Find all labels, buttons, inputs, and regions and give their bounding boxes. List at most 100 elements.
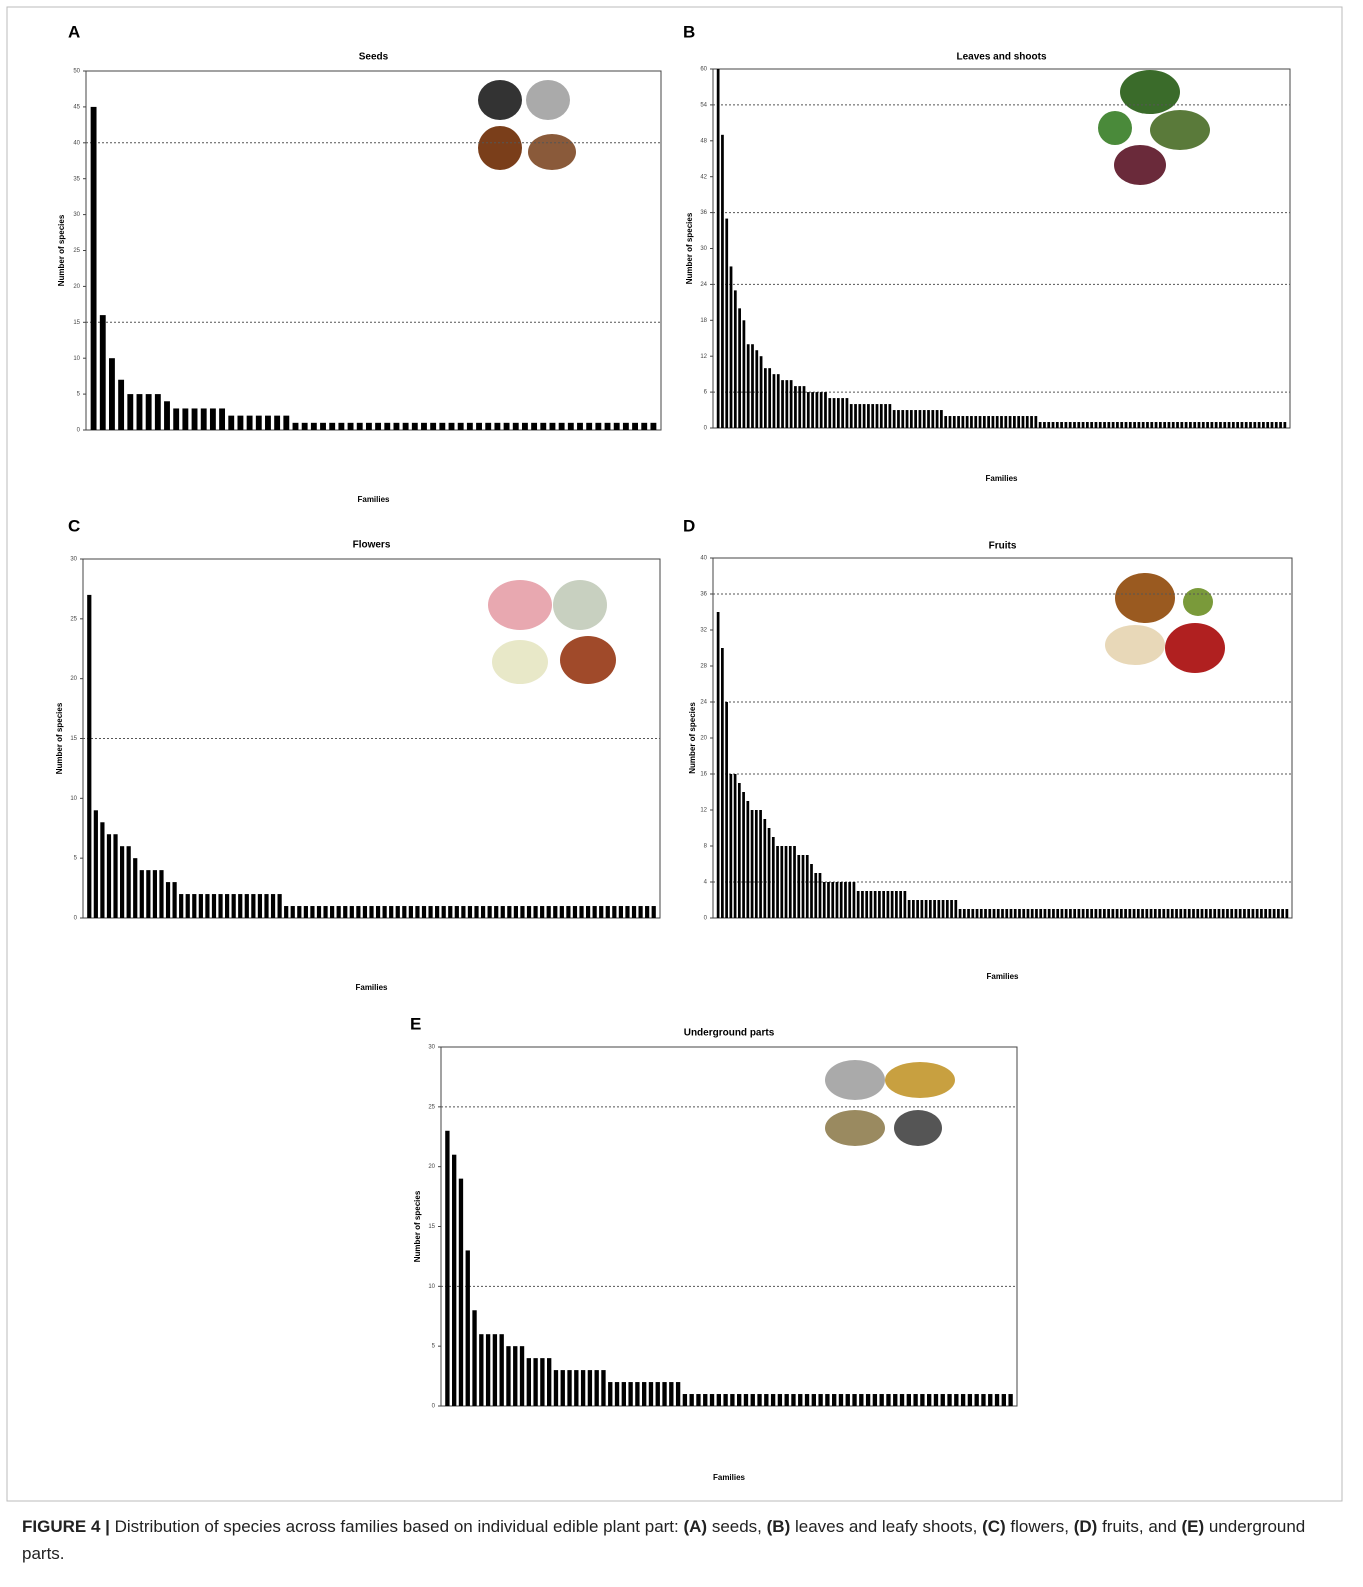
bar bbox=[912, 900, 915, 918]
bar bbox=[1155, 422, 1158, 428]
y-tick-label: 6 bbox=[704, 390, 708, 396]
bar bbox=[751, 344, 754, 428]
bar bbox=[560, 906, 564, 918]
bar bbox=[913, 1394, 917, 1406]
bar bbox=[968, 1394, 972, 1406]
bar bbox=[785, 380, 788, 428]
y-tick-label: 24 bbox=[700, 282, 707, 288]
bar bbox=[1120, 909, 1123, 918]
bar bbox=[1168, 422, 1171, 428]
y-tick-label: 20 bbox=[700, 736, 707, 742]
bar bbox=[1266, 422, 1269, 428]
bar bbox=[625, 906, 629, 918]
bar bbox=[87, 595, 91, 918]
figure-border bbox=[7, 7, 1342, 1501]
bar bbox=[798, 386, 801, 428]
bar bbox=[166, 882, 170, 918]
bar bbox=[435, 906, 439, 918]
bar bbox=[1078, 909, 1081, 918]
panel-letter: B bbox=[683, 22, 695, 41]
bar bbox=[777, 374, 780, 428]
bar bbox=[568, 423, 574, 430]
bar bbox=[439, 423, 445, 430]
bar bbox=[806, 855, 809, 918]
y-tick-label: 4 bbox=[704, 880, 708, 886]
bar bbox=[376, 906, 380, 918]
y-tick-label: 45 bbox=[73, 104, 80, 110]
bar bbox=[1271, 422, 1274, 428]
bar bbox=[746, 801, 749, 918]
bar bbox=[1142, 422, 1145, 428]
bar bbox=[1034, 416, 1037, 428]
bar bbox=[785, 846, 788, 918]
bar bbox=[773, 374, 776, 428]
x-axis-label: Families bbox=[986, 972, 1019, 981]
bar bbox=[1039, 909, 1042, 918]
caption: FIGURE 4 | Distribution of species acros… bbox=[22, 1513, 1342, 1567]
bar bbox=[547, 1358, 551, 1406]
bar bbox=[513, 423, 519, 430]
bar bbox=[997, 909, 1000, 918]
bar bbox=[743, 320, 746, 428]
y-tick-label: 15 bbox=[70, 736, 77, 742]
bar bbox=[1137, 909, 1140, 918]
x-axis-label: Families bbox=[355, 983, 388, 992]
y-tick-label: 60 bbox=[700, 67, 707, 73]
bar bbox=[1035, 909, 1038, 918]
y-tick-label: 16 bbox=[700, 772, 707, 778]
bar bbox=[1175, 909, 1178, 918]
bar bbox=[1281, 909, 1284, 918]
bar bbox=[832, 1394, 836, 1406]
bar bbox=[247, 416, 253, 430]
bar bbox=[394, 423, 400, 430]
bar bbox=[527, 906, 531, 918]
bar bbox=[155, 394, 161, 430]
bar bbox=[1128, 909, 1131, 918]
bar bbox=[710, 1394, 714, 1406]
caption-text: seeds, bbox=[707, 1517, 767, 1536]
bar bbox=[768, 368, 771, 428]
bar bbox=[734, 774, 737, 918]
bar bbox=[1022, 416, 1025, 428]
bar bbox=[1264, 909, 1267, 918]
bar bbox=[717, 612, 720, 918]
bar bbox=[866, 1394, 870, 1406]
bar bbox=[304, 906, 308, 918]
bar bbox=[1215, 422, 1218, 428]
bar bbox=[810, 864, 813, 918]
bar bbox=[1201, 909, 1204, 918]
bar bbox=[1252, 909, 1255, 918]
bar bbox=[755, 810, 758, 918]
bar bbox=[586, 906, 590, 918]
caption-ref: (E) bbox=[1181, 1517, 1204, 1536]
y-tick-label: 12 bbox=[700, 808, 707, 814]
bar bbox=[760, 356, 763, 428]
bar bbox=[100, 822, 104, 918]
bar bbox=[931, 410, 934, 428]
bar bbox=[488, 906, 492, 918]
bar bbox=[763, 819, 766, 918]
bar bbox=[1014, 909, 1017, 918]
bar bbox=[302, 423, 308, 430]
bar bbox=[850, 404, 853, 428]
bar bbox=[1103, 909, 1106, 918]
bar bbox=[1052, 422, 1055, 428]
bar bbox=[1179, 909, 1182, 918]
bar bbox=[493, 1334, 497, 1406]
bar bbox=[844, 882, 847, 918]
bar bbox=[297, 906, 301, 918]
bar bbox=[1107, 422, 1110, 428]
bar bbox=[861, 891, 864, 918]
y-tick-label: 15 bbox=[428, 1224, 435, 1230]
bar bbox=[1262, 422, 1265, 428]
bar bbox=[1133, 422, 1136, 428]
bar bbox=[1269, 909, 1272, 918]
bar bbox=[1202, 422, 1205, 428]
bar bbox=[615, 1382, 619, 1406]
bar bbox=[348, 423, 354, 430]
bar bbox=[833, 398, 836, 428]
bar bbox=[449, 423, 455, 430]
bar bbox=[811, 392, 814, 428]
x-axis-label: Families bbox=[713, 1473, 746, 1482]
bar bbox=[1125, 422, 1128, 428]
